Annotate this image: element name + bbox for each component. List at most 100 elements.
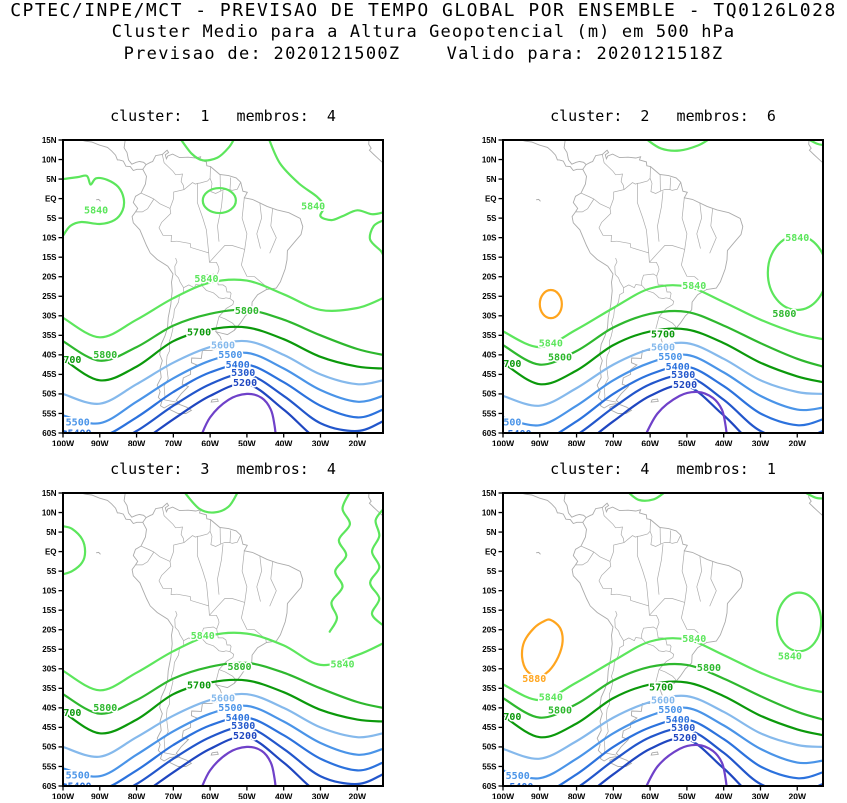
lon-tick-label: 80W (568, 439, 586, 447)
contour-label-5840: 5840 (191, 631, 215, 642)
lon-tick-label: 30W (312, 439, 330, 447)
contour-5600 (503, 341, 823, 407)
contour-label-700: 700 (503, 712, 521, 723)
init-valid-times: Previsao de: 2020121500Z Valido para: 20… (123, 44, 724, 64)
country-border (657, 191, 664, 242)
coastline (210, 751, 219, 756)
lat-tick-label: 25S (42, 292, 57, 301)
coastline (650, 398, 659, 403)
contour-label-5800: 5800 (228, 662, 252, 673)
lon-tick-label: 20W (789, 792, 807, 800)
contour-label-5500: 5500 (218, 350, 242, 361)
country-border (229, 177, 232, 190)
contour-5500 (503, 706, 823, 780)
contour-label-5500: 5500 (506, 771, 530, 782)
contour-labels: 5880584058405840580058007005700560055005… (503, 632, 803, 786)
contour-label-5600: 5600 (211, 340, 235, 351)
lat-tick-label: 35S (482, 331, 497, 340)
contour-label-5200: 5200 (673, 733, 697, 744)
country-border (163, 610, 184, 756)
lon-tick-label: 20W (349, 439, 367, 447)
lat-tick-label: EQ (45, 547, 57, 556)
contour-5840-closed (775, 591, 823, 653)
lon-tick-label: 50W (678, 792, 696, 800)
contour-5800 (63, 308, 383, 362)
contour-label-5600: 5600 (651, 695, 675, 706)
lon-tick-label: 60W (641, 439, 659, 447)
contour-label-5840: 5840 (301, 202, 325, 213)
contour-5600 (63, 692, 383, 758)
lon-tick-label: 80W (128, 792, 146, 800)
header: CPTEC/INPE/MCT - PREVISAO DE TEMPO GLOBA… (0, 0, 847, 65)
lat-tick-label: 45S (42, 370, 57, 379)
country-border (241, 197, 248, 266)
contour-5880-closed (538, 288, 563, 320)
contour-5840 (645, 140, 710, 152)
cluster-1-map: 15N 10N 5N EQ 5S 10S 15S 20S 25S 30S 35S 40S 45S 50S 5… (42, 136, 384, 447)
coastline (131, 149, 304, 409)
country-border (161, 507, 185, 553)
country-border (669, 530, 672, 543)
lon-tick-label: 60W (201, 792, 219, 800)
contour-label-5400: 5400 (508, 429, 532, 440)
coastline (368, 140, 383, 164)
country-border (709, 207, 717, 254)
country-border (681, 197, 688, 266)
country-border (269, 207, 277, 254)
contour-5700 (503, 327, 823, 386)
lon-tick-label: 20W (789, 439, 807, 447)
country-border (580, 545, 614, 562)
contour-5300 (131, 372, 383, 433)
cluster-3-map: 15N 10N 5N EQ 5S 10S 15S 20S 25S 30S 35S 40S 45S 50S 5… (42, 489, 384, 800)
contour-label-5300: 5300 (671, 370, 695, 381)
lat-tick-label: 45S (482, 723, 497, 732)
contour-5840 (179, 140, 235, 162)
contour-5800 (63, 661, 383, 715)
contour-label-5840: 5840 (682, 281, 706, 292)
country-border (183, 530, 242, 547)
lon-tick-label: 40W (275, 439, 293, 447)
lon-tick-label: 90W (91, 792, 109, 800)
country-border (709, 560, 717, 607)
lat-tick-label: 10S (482, 586, 497, 595)
contour-5840 (503, 284, 823, 349)
contour-5840 (368, 507, 383, 627)
country-border (209, 598, 245, 616)
lat-tick-label: 10N (42, 508, 57, 517)
lat-tick-label: 15N (482, 489, 497, 498)
contour-label-5400: 5400 (666, 715, 690, 726)
coastline (563, 140, 587, 165)
contour-5100-low (645, 390, 728, 433)
contour-label-5800: 5800 (548, 705, 572, 716)
contour-label-5700: 5700 (651, 329, 675, 340)
lat-tick-label: 25S (482, 645, 497, 654)
lat-tick-label: 55S (482, 409, 497, 418)
coastline (571, 502, 744, 762)
country-border (575, 198, 595, 213)
contour-5500 (503, 353, 823, 427)
contour-5600 (63, 339, 383, 405)
axis-ticks: 15N 10N 5N EQ 5S 10S 15S 20S 25S 30S 35S 40S 45S 50S 5… (482, 136, 807, 446)
contour-label-700: 700 (63, 355, 81, 366)
coastline (650, 751, 659, 756)
coastline (368, 493, 383, 517)
contour-label-5200: 5200 (673, 380, 697, 391)
country-border (196, 536, 210, 606)
lat-tick-label: 40S (482, 704, 497, 713)
contour-label-700: 700 (503, 359, 521, 370)
contour-5600 (503, 694, 823, 760)
lon-tick-label: 70W (605, 792, 623, 800)
contour-5300 (577, 374, 823, 433)
map-frame (62, 139, 384, 434)
lat-tick-label: EQ (485, 194, 497, 203)
country-border (241, 550, 248, 619)
coastline (808, 140, 823, 164)
lat-tick-label: 25S (42, 645, 57, 654)
lon-tick-label: 100W (492, 439, 515, 447)
contour-label-5800: 5800 (235, 306, 259, 317)
country-border (140, 192, 174, 209)
panel-title-cluster-1: cluster: 1 membros: 4 (110, 107, 336, 125)
lat-tick-label: 50S (482, 390, 497, 399)
lat-tick-label: 60S (42, 782, 57, 791)
contour-5840-closed (766, 234, 823, 312)
